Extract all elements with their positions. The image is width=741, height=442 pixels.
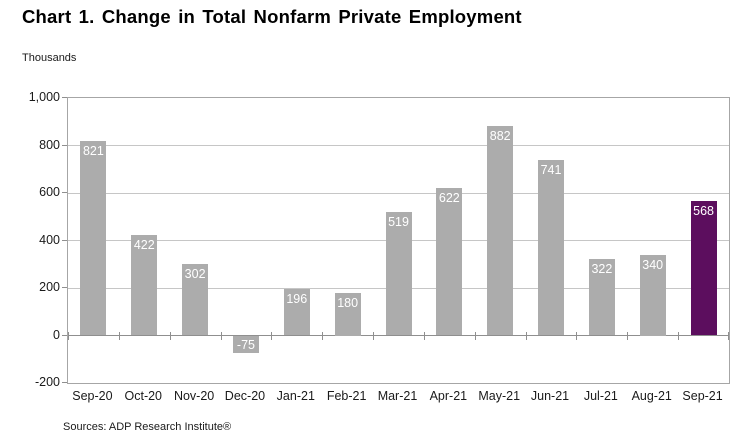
x-tick-label: Dec-20 bbox=[224, 389, 266, 403]
x-tick-label: Apr-21 bbox=[429, 389, 468, 403]
y-axis-tick-mark bbox=[62, 287, 67, 288]
bar-value-label: 196 bbox=[286, 291, 308, 306]
bar-value-label: 882 bbox=[489, 129, 511, 144]
bar: 568 bbox=[690, 200, 717, 336]
bar: 622 bbox=[436, 187, 463, 336]
bar-value-label: 821 bbox=[82, 143, 104, 158]
x-axis-tick-mark bbox=[322, 331, 323, 340]
bar-value-label: 302 bbox=[184, 266, 206, 281]
bar-value-label: 519 bbox=[388, 215, 409, 230]
y-axis-tick-mark bbox=[62, 382, 67, 383]
bar-value-label: 741 bbox=[540, 162, 562, 177]
bar: 882 bbox=[487, 126, 514, 336]
y-tick-label: 400 bbox=[39, 232, 60, 247]
x-axis-tick-mark bbox=[526, 331, 527, 340]
plot-area: 821 422 302 -75 196 180 519 622 882 741 322 340 568 bbox=[67, 97, 730, 384]
bar-value-label: 322 bbox=[591, 262, 613, 277]
x-axis-tick-mark bbox=[728, 331, 729, 340]
x-tick-label: May-21 bbox=[478, 389, 521, 403]
bar: 196 bbox=[283, 288, 310, 336]
y-axis-tick-mark bbox=[62, 239, 67, 241]
y-tick-label: 1,000 bbox=[28, 90, 60, 104]
bar: 422 bbox=[131, 235, 158, 336]
y-tick-label: 800 bbox=[39, 137, 60, 152]
x-tick-label: Jan-21 bbox=[276, 389, 315, 403]
bar: 322 bbox=[588, 259, 615, 336]
x-axis-tick-mark bbox=[221, 331, 222, 340]
x-tick-label: Feb-21 bbox=[326, 389, 367, 403]
x-axis-tick-mark bbox=[627, 331, 628, 340]
bar: 302 bbox=[182, 263, 209, 336]
bar-value-label: 622 bbox=[438, 190, 460, 205]
y-axis-tick-mark bbox=[62, 97, 67, 98]
zero-axis-line bbox=[68, 335, 729, 336]
bar: 180 bbox=[334, 292, 361, 336]
x-axis-tick-mark bbox=[68, 331, 69, 340]
y-tick-label: 0 bbox=[53, 327, 60, 342]
bar-value-label: 180 bbox=[337, 295, 359, 310]
x-tick-label: Oct-20 bbox=[124, 389, 163, 403]
y-axis-units-label: Thousands bbox=[22, 52, 77, 64]
x-axis-tick-mark bbox=[271, 331, 272, 340]
x-tick-label: Mar-21 bbox=[377, 389, 418, 403]
y-tick-label: -200 bbox=[34, 375, 60, 389]
x-axis-tick-mark bbox=[475, 331, 476, 340]
bar-value-label: 422 bbox=[133, 238, 155, 253]
x-tick-label: Sep-20 bbox=[72, 389, 113, 403]
bar: 741 bbox=[538, 159, 565, 336]
bar: 519 bbox=[385, 212, 412, 336]
gridline bbox=[68, 192, 729, 194]
x-tick-label: Jun-21 bbox=[530, 389, 570, 403]
chart-title: Chart 1. Change in Total Nonfarm Private… bbox=[22, 6, 522, 27]
y-axis-tick-mark bbox=[62, 334, 67, 336]
x-axis-tick-mark bbox=[576, 331, 577, 340]
x-axis-tick-mark bbox=[170, 331, 171, 340]
y-tick-label: 600 bbox=[39, 185, 60, 199]
x-axis-tick-mark bbox=[119, 331, 120, 340]
gridline bbox=[68, 145, 729, 146]
y-axis-tick-mark bbox=[62, 144, 67, 146]
x-tick-label: Sep-21 bbox=[682, 389, 723, 403]
x-axis-tick-mark bbox=[678, 331, 679, 340]
bar: 821 bbox=[80, 140, 107, 336]
x-tick-label: Jul-21 bbox=[583, 389, 618, 403]
source-note: Sources: ADP Research Institute® bbox=[63, 421, 232, 433]
bar-value-label: -75 bbox=[236, 338, 255, 353]
bar-value-label: 568 bbox=[693, 203, 714, 218]
bar: 340 bbox=[639, 254, 666, 336]
y-tick-label: 200 bbox=[39, 280, 60, 294]
bar-value-label: 340 bbox=[642, 257, 664, 272]
x-axis-tick-mark bbox=[424, 331, 425, 340]
bar: -75 bbox=[232, 335, 259, 354]
x-axis-tick-mark bbox=[373, 331, 374, 340]
x-tick-label: Nov-20 bbox=[173, 389, 215, 403]
y-axis-tick-mark bbox=[62, 192, 67, 193]
x-tick-label: Aug-21 bbox=[631, 389, 672, 403]
